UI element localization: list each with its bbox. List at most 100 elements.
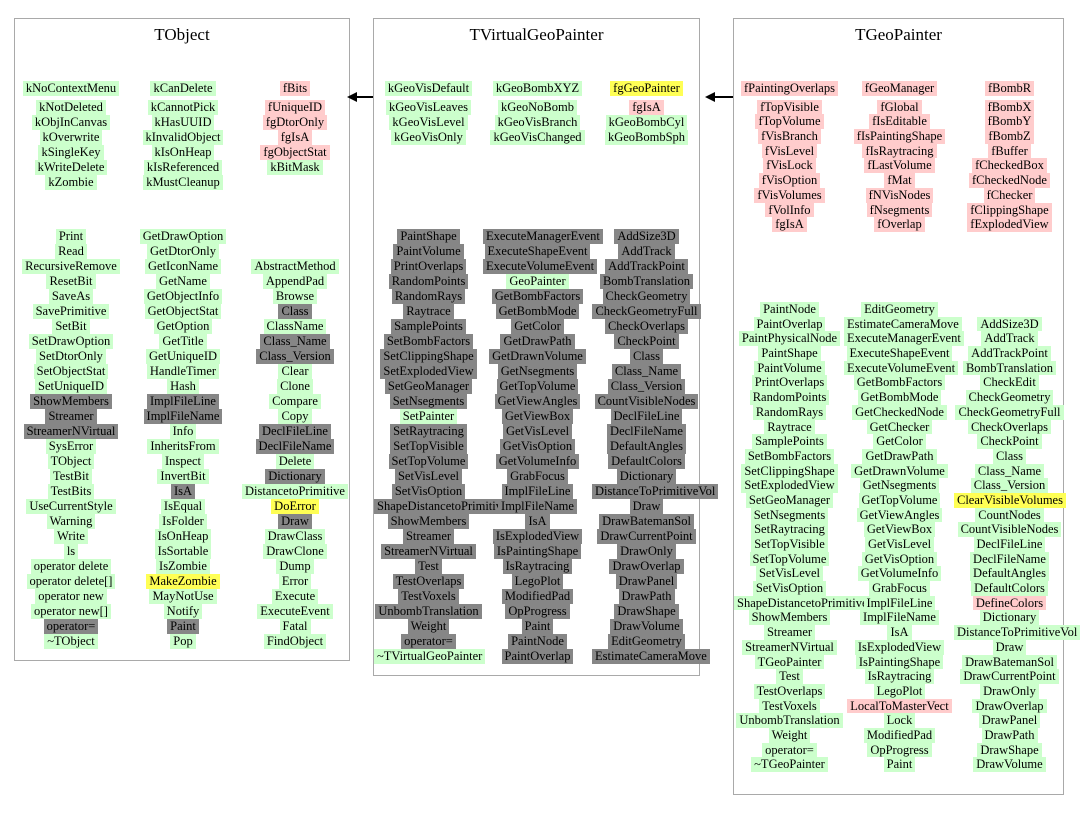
method-item[interactable]: GetViewAngles — [494, 394, 581, 409]
method-item[interactable]: GrabFocus — [507, 469, 568, 484]
method-item[interactable]: RandomPoints — [388, 274, 469, 289]
method-item[interactable]: EditGeometry — [861, 302, 938, 317]
method-item[interactable]: UnbombTranslation — [375, 604, 482, 619]
method-item[interactable]: SysError — [45, 439, 97, 454]
method-item[interactable]: PaintNode — [760, 302, 819, 317]
method-item[interactable]: ShapeDistancetoPrimitive — [374, 499, 511, 514]
method-item[interactable]: operator delete[] — [26, 574, 116, 589]
method-item[interactable]: ExecuteVolumeEvent — [844, 360, 959, 376]
method-item[interactable]: Warning — [46, 514, 96, 529]
member-item[interactable]: fTopVolume — [755, 114, 824, 130]
method-item[interactable]: Raytrace — [764, 419, 815, 435]
method-item[interactable]: GetOption — [153, 319, 213, 334]
method-item[interactable]: StreamerNVirtual — [381, 544, 476, 559]
method-item[interactable]: BombTranslation — [599, 274, 694, 289]
method-item[interactable]: PaintPhysicalNode — [738, 331, 841, 347]
method-item[interactable]: GetColor — [873, 434, 926, 449]
method-item[interactable]: SetVisLevel — [755, 566, 824, 582]
method-item[interactable]: operator delete — [30, 559, 112, 574]
method-item[interactable]: SetBit — [52, 319, 90, 334]
method-item[interactable]: Info — [169, 424, 197, 439]
member-item[interactable]: kMustCleanup — [143, 175, 223, 190]
member-item[interactable]: fLastVolume — [864, 158, 935, 174]
method-item[interactable]: SetExplodedView — [741, 478, 838, 493]
method-item[interactable]: DrawBatemanSol — [599, 514, 694, 529]
method-item[interactable]: GetTitle — [159, 334, 207, 349]
member-item[interactable]: kGeoBombCyl — [605, 115, 688, 130]
method-item[interactable]: PaintOverlap — [753, 316, 826, 332]
method-item[interactable]: SetRaytracing — [751, 522, 828, 538]
method-item[interactable]: TestBits — [47, 484, 95, 499]
method-item[interactable]: Print — [55, 229, 87, 244]
method-item[interactable]: TGeoPainter — [754, 654, 825, 670]
member-item[interactable]: kGeoVisChanged — [490, 130, 585, 145]
method-item[interactable]: IsPaintingShape — [855, 654, 944, 670]
method-item[interactable]: Dictionary — [979, 610, 1040, 626]
method-item[interactable]: DeclFileLine — [610, 409, 683, 424]
method-item[interactable]: GetObjectStat — [144, 304, 222, 319]
method-item[interactable]: DeclFileLine — [259, 424, 331, 439]
member-item[interactable]: kGeoVisOnly — [391, 130, 466, 145]
method-item[interactable]: LegoPlot — [873, 683, 926, 699]
member-item[interactable]: fgIsA — [629, 100, 664, 115]
method-item[interactable]: IsZombie — [156, 559, 210, 574]
method-item[interactable]: SetVisOption — [752, 581, 827, 596]
method-item[interactable]: SetTopVolume — [749, 551, 830, 567]
method-item[interactable]: DefaultColors — [971, 581, 1048, 596]
member-item[interactable]: fCheckedBox — [972, 158, 1047, 174]
member-item[interactable]: fVisLevel — [761, 143, 818, 159]
method-item[interactable]: Fatal — [279, 619, 311, 634]
method-item[interactable]: SetGeoManager — [384, 379, 473, 394]
method-item[interactable]: MakeZombie — [146, 574, 220, 589]
method-item[interactable]: IsExplodedView — [492, 529, 583, 544]
method-item[interactable]: TestOverlaps — [392, 574, 465, 589]
method-item[interactable]: StreamerNVirtual — [742, 639, 837, 655]
method-item[interactable]: GetVolumeInfo — [495, 454, 580, 469]
method-item[interactable]: GetVisLevel — [502, 424, 573, 439]
method-item[interactable]: GetObjectInfo — [143, 289, 223, 304]
method-item[interactable]: Error — [278, 574, 312, 589]
method-item[interactable]: Read — [55, 244, 87, 259]
method-item[interactable]: Raytrace — [403, 304, 454, 319]
method-item[interactable]: GetViewAngles — [856, 507, 943, 523]
method-item[interactable]: RandomRays — [752, 404, 827, 420]
method-item[interactable]: GrabFocus — [869, 581, 930, 596]
method-item[interactable]: GetDrawPath — [862, 448, 937, 464]
method-item[interactable]: DrawClone — [263, 544, 327, 559]
member-item[interactable]: fClippingShape — [967, 202, 1052, 218]
method-item[interactable]: PaintVolume — [754, 360, 825, 376]
method-item[interactable]: Paint — [883, 757, 916, 773]
method-item[interactable]: GetViewBox — [501, 409, 574, 424]
method-item[interactable]: TestVoxels — [398, 589, 459, 604]
method-item[interactable]: DrawVolume — [610, 619, 683, 634]
method-item[interactable]: IsSortable — [154, 544, 212, 559]
method-item[interactable]: DrawOnly — [980, 683, 1039, 699]
method-item[interactable]: CheckGeometryFull — [955, 404, 1064, 420]
method-item[interactable]: Dictionary — [616, 469, 677, 484]
method-item[interactable]: Class_Version — [256, 349, 334, 364]
method-item[interactable]: LegoPlot — [511, 574, 564, 589]
method-item[interactable]: Class — [992, 448, 1027, 464]
member-item[interactable]: kGeoBombSph — [604, 130, 689, 145]
method-item[interactable]: Weight — [768, 727, 811, 743]
member-item[interactable]: kWriteDelete — [34, 160, 108, 175]
method-item[interactable]: SamplePoints — [391, 319, 466, 334]
method-item[interactable]: SetPainter — [399, 409, 458, 424]
method-item[interactable]: operator new — [35, 589, 107, 604]
member-item[interactable]: fgIsA — [772, 217, 807, 232]
method-item[interactable]: operator new[] — [31, 604, 111, 619]
method-item[interactable]: DrawCurrentPoint — [597, 529, 696, 544]
method-item[interactable]: CountNodes — [975, 507, 1044, 523]
method-item[interactable]: SaveAs — [48, 289, 94, 304]
method-item[interactable]: ExecuteShapeEvent — [846, 346, 953, 361]
method-item[interactable]: InheritsFrom — [147, 439, 219, 454]
method-item[interactable]: GetVisOption — [861, 551, 938, 567]
method-item[interactable]: DrawShape — [977, 742, 1042, 758]
member-item[interactable]: kIsReferenced — [143, 160, 223, 175]
member-item[interactable]: fBuffer — [988, 143, 1031, 159]
member-item[interactable]: fgGeoPainter — [610, 81, 683, 96]
method-item[interactable]: DrawOnly — [617, 544, 676, 559]
method-item[interactable]: Delete — [275, 454, 315, 469]
method-item[interactable]: TObject — [47, 454, 95, 469]
member-item[interactable]: fVisLock — [763, 158, 816, 174]
